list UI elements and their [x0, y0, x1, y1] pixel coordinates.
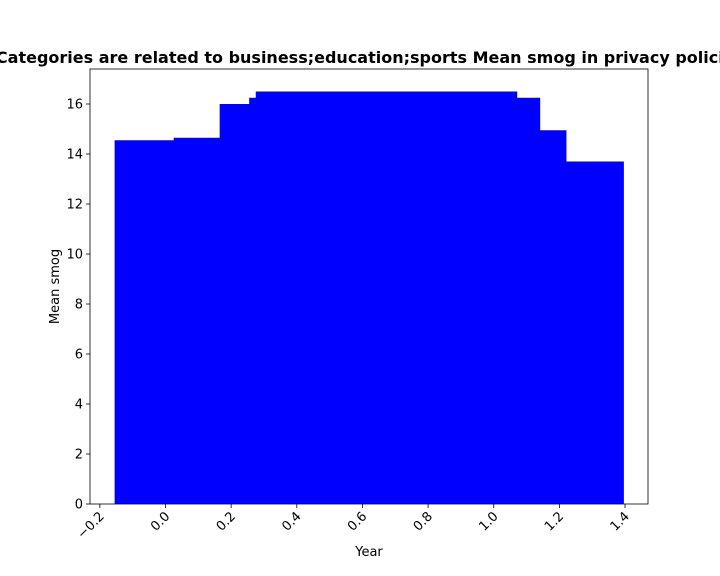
y-tick-label: 10 — [66, 248, 83, 263]
x-tick-label: 0.4 — [279, 509, 304, 534]
y-tick-label: 14 — [66, 148, 83, 163]
x-tick-label: 0.8 — [411, 509, 436, 534]
bars-layer — [114, 91, 624, 504]
bar-3 — [249, 97, 257, 504]
bar-5 — [516, 97, 541, 504]
y-tick-label: 4 — [75, 398, 83, 413]
y-tick-label: 2 — [75, 448, 83, 463]
bar-0 — [114, 140, 175, 504]
x-tick-label: 1.0 — [476, 509, 501, 534]
x-tick-label: 0.2 — [214, 509, 239, 534]
bar-7 — [565, 161, 624, 504]
x-tick-label: 0.0 — [148, 509, 173, 534]
x-tick-label: −0.2 — [75, 509, 108, 542]
bar-6 — [539, 130, 567, 504]
y-tick-label: 0 — [75, 498, 83, 513]
x-axis-ticks: −0.2 0.0 0.2 0.4 0.6 0.8 1.0 1.2 1.4 — [75, 504, 633, 542]
y-tick-label: 8 — [75, 298, 83, 313]
x-tick-label: 1.2 — [542, 509, 567, 534]
plot-frame — [89, 68, 649, 505]
bar-2 — [219, 104, 250, 504]
bar-4 — [255, 91, 518, 504]
y-tick-label: 16 — [66, 98, 83, 113]
x-axis-label: Year — [354, 545, 383, 560]
bar-1 — [173, 137, 221, 504]
y-tick-label: 12 — [66, 198, 83, 213]
chart-title: Categories are related to business;educa… — [0, 48, 720, 67]
x-tick-label: 1.4 — [608, 509, 633, 534]
y-tick-label: 6 — [75, 348, 83, 363]
y-axis-ticks: 0 2 4 6 8 10 12 14 16 — [66, 98, 90, 513]
x-tick-label: 0.6 — [345, 509, 370, 534]
y-axis-label: Mean smog — [48, 249, 63, 324]
